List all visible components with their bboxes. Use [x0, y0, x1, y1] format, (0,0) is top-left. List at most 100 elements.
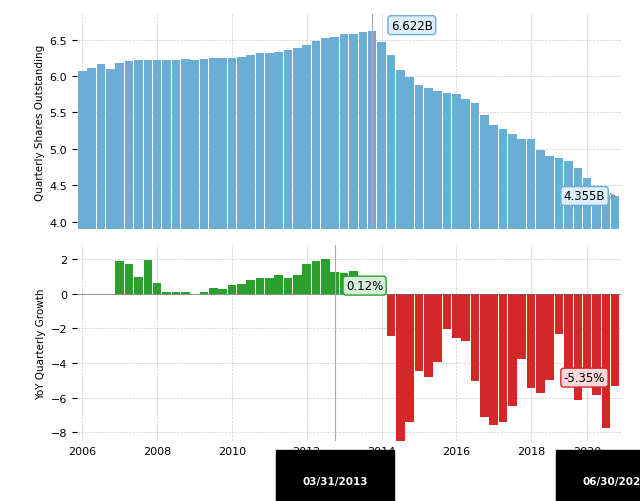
Bar: [377, 292, 386, 294]
Bar: [153, 283, 161, 294]
Bar: [452, 95, 461, 501]
Bar: [443, 294, 451, 329]
Bar: [405, 78, 414, 501]
Bar: [330, 273, 339, 294]
Bar: [433, 92, 442, 501]
Bar: [592, 190, 601, 501]
Bar: [228, 59, 236, 501]
Bar: [602, 294, 610, 428]
Bar: [293, 49, 301, 501]
Bar: [452, 294, 461, 338]
Bar: [555, 159, 563, 501]
Bar: [340, 274, 348, 294]
Bar: [415, 294, 423, 371]
Bar: [527, 140, 536, 501]
Bar: [275, 276, 283, 294]
Bar: [424, 89, 433, 501]
Bar: [190, 61, 199, 501]
Bar: [470, 294, 479, 381]
Bar: [200, 60, 208, 501]
Bar: [78, 72, 86, 501]
Bar: [358, 33, 367, 501]
Bar: [508, 294, 516, 406]
Y-axis label: Quarterly Shares Outstanding: Quarterly Shares Outstanding: [35, 44, 45, 200]
Bar: [330, 38, 339, 501]
Bar: [349, 272, 358, 294]
Bar: [218, 59, 227, 501]
Bar: [545, 294, 554, 380]
Bar: [433, 294, 442, 362]
Bar: [97, 65, 106, 501]
Bar: [358, 277, 367, 294]
Text: 0.12%: 0.12%: [346, 280, 383, 293]
Bar: [396, 71, 404, 501]
Bar: [143, 61, 152, 501]
Bar: [143, 261, 152, 294]
Bar: [172, 293, 180, 294]
Bar: [293, 275, 301, 294]
Bar: [228, 286, 236, 294]
Bar: [218, 289, 227, 294]
Bar: [209, 60, 218, 501]
Bar: [209, 288, 218, 294]
Bar: [162, 61, 171, 501]
Bar: [125, 265, 134, 294]
Bar: [517, 294, 526, 359]
Bar: [368, 292, 376, 294]
Bar: [443, 94, 451, 501]
Bar: [237, 58, 246, 501]
Bar: [545, 157, 554, 501]
Bar: [499, 294, 508, 422]
Bar: [461, 100, 470, 501]
Bar: [490, 294, 498, 425]
Text: -5.35%: -5.35%: [564, 371, 605, 385]
Bar: [555, 294, 563, 334]
Bar: [396, 294, 404, 446]
Bar: [246, 281, 255, 294]
Bar: [349, 35, 358, 501]
Bar: [284, 278, 292, 294]
Bar: [303, 46, 311, 501]
Bar: [592, 294, 601, 395]
Bar: [508, 134, 516, 501]
Bar: [125, 62, 134, 501]
Text: 03/31/2013: 03/31/2013: [302, 476, 367, 486]
Bar: [573, 168, 582, 501]
Bar: [115, 64, 124, 501]
Bar: [265, 279, 274, 294]
Bar: [134, 278, 143, 294]
Bar: [246, 56, 255, 501]
Bar: [461, 294, 470, 341]
Text: 4.355B: 4.355B: [564, 190, 615, 203]
Bar: [265, 54, 274, 501]
Bar: [480, 115, 488, 501]
Bar: [470, 104, 479, 501]
Bar: [106, 70, 115, 501]
Bar: [564, 294, 573, 377]
Bar: [181, 60, 189, 501]
Bar: [284, 52, 292, 501]
Y-axis label: YoY Quarterly Growth: YoY Quarterly Growth: [36, 288, 47, 399]
Bar: [303, 264, 311, 294]
Bar: [200, 292, 208, 294]
Bar: [162, 293, 171, 294]
Bar: [312, 42, 321, 501]
Bar: [517, 140, 526, 501]
Text: 06/30/2020: 06/30/2020: [582, 476, 640, 486]
Bar: [499, 130, 508, 501]
Bar: [573, 294, 582, 400]
Bar: [611, 196, 620, 501]
Bar: [275, 53, 283, 501]
Bar: [172, 61, 180, 501]
Text: 6.622B: 6.622B: [391, 20, 433, 33]
Bar: [602, 195, 610, 501]
Bar: [368, 32, 376, 501]
Bar: [153, 61, 161, 501]
Bar: [134, 61, 143, 501]
Bar: [536, 150, 545, 501]
Bar: [181, 292, 189, 294]
Bar: [321, 39, 330, 501]
Bar: [115, 262, 124, 294]
Bar: [583, 179, 591, 501]
Bar: [527, 294, 536, 388]
